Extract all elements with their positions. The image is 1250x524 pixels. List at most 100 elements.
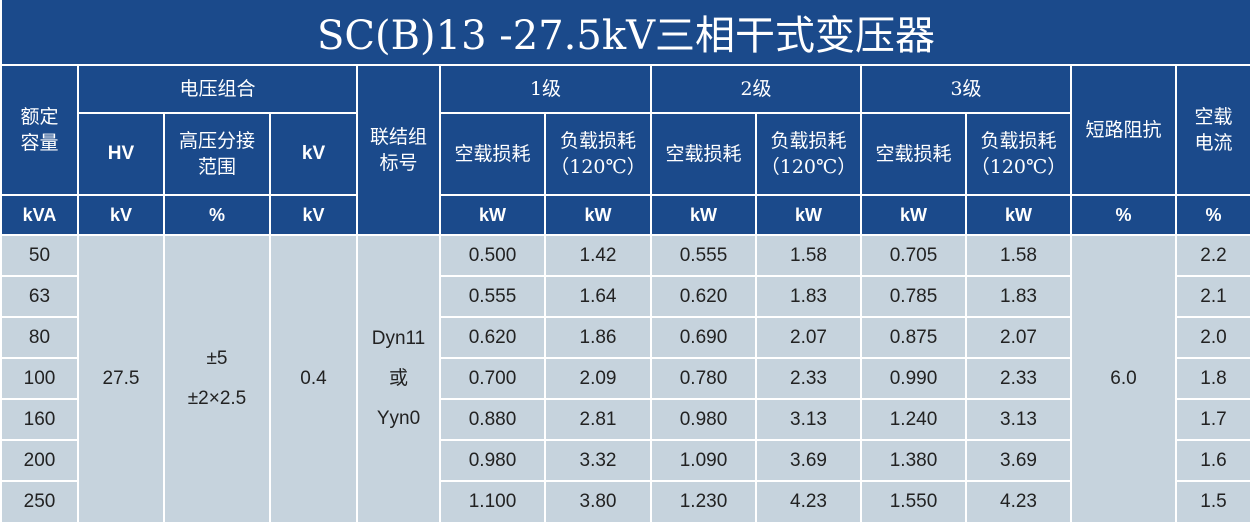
data-cell: 0.4: [269, 234, 358, 524]
data-cell: 0.500: [439, 234, 546, 277]
cell-text: 空载: [1194, 106, 1233, 128]
cell-text: 0.980: [679, 408, 728, 430]
cell-text: 3.69: [1000, 449, 1037, 471]
unit-cell: kW: [439, 194, 546, 236]
data-cell: 2.07: [755, 316, 862, 359]
data-cell: 50: [0, 234, 79, 277]
data-cell: 160: [0, 398, 79, 441]
data-cell: 2.81: [544, 398, 652, 441]
header-cell: 空载损耗: [860, 112, 967, 196]
header-cell: 2级: [650, 64, 862, 114]
data-cell: 0.980: [650, 398, 757, 441]
header-cell: 负载损耗 （120℃）: [965, 112, 1072, 196]
cell-text: （120℃）: [550, 156, 646, 178]
data-cell: 1.7: [1175, 398, 1250, 441]
data-cell: 3.13: [965, 398, 1072, 441]
data-cell: 1.86: [544, 316, 652, 359]
data-cell: 1.380: [860, 439, 967, 482]
unit-cell: kW: [860, 194, 967, 236]
unit-cell: kW: [965, 194, 1072, 236]
cell-text: kV: [301, 143, 326, 164]
table-title: SC(B)13 -27.5kV三相干式变压器: [0, 0, 1250, 66]
cell-text: 2.07: [1000, 326, 1037, 348]
data-cell: 2.0: [1175, 316, 1250, 359]
data-cell: 6.0: [1070, 234, 1177, 524]
cell-text: 电压组合: [179, 78, 256, 100]
header-cell: 空载 电流: [1175, 64, 1250, 196]
cell-text: kW: [584, 204, 612, 225]
data-cell: 3.69: [755, 439, 862, 482]
data-cell: 1.83: [755, 275, 862, 318]
unit-cell: kW: [755, 194, 862, 236]
cell-text: 0.990: [889, 367, 938, 389]
cell-text: kW: [479, 204, 506, 225]
cell-text: 空载损耗: [875, 143, 952, 165]
data-cell: ±5 ±2×2.5: [163, 234, 271, 524]
cell-text: 3.13: [1000, 408, 1037, 430]
cell-text: 负载损耗: [559, 130, 636, 152]
header-cell: HV: [77, 112, 165, 196]
cell-text: 2.0: [1200, 326, 1227, 348]
cell-text: 1.64: [579, 285, 617, 307]
data-cell: 100: [0, 357, 79, 400]
data-cell: 4.23: [755, 480, 862, 524]
data-cell: 3.69: [965, 439, 1072, 482]
cell-text: 1.8: [1200, 367, 1227, 389]
cell-text: kV: [109, 204, 133, 225]
cell-text: 2级: [740, 78, 772, 100]
data-cell: 2.1: [1175, 275, 1250, 318]
cell-text: 1.5: [1200, 491, 1227, 512]
cell-text: 4.23: [1000, 491, 1037, 512]
cell-text: 额定: [20, 106, 59, 128]
cell-text: 1.83: [1000, 285, 1037, 307]
data-cell: 1.42: [544, 234, 652, 277]
cell-text: 电流: [1194, 132, 1233, 154]
cell-text: 1.230: [679, 491, 728, 512]
cell-text: 标号: [379, 152, 418, 174]
cell-text: 1.100: [468, 491, 517, 512]
header-cell: 额定 容量: [0, 64, 79, 196]
unit-cell: %: [1070, 194, 1177, 236]
header-cell: 空载损耗: [650, 112, 757, 196]
data-cell: 0.875: [860, 316, 967, 359]
cell-text: 0.4: [300, 368, 327, 389]
unit-cell: kVA: [0, 194, 79, 236]
cell-text: 3.32: [579, 449, 617, 471]
table-row: 100 0.700 2.09 0.780 2.33 0.990 2.33 1.8: [0, 357, 1250, 400]
unit-cell: kV: [269, 194, 358, 236]
data-cell: 1.58: [755, 234, 862, 277]
data-cell: 1.100: [439, 480, 546, 524]
data-cell: 1.83: [965, 275, 1072, 318]
data-cell: 3.32: [544, 439, 652, 482]
cell-text: SC(B)13 -27.5kV三相干式变压器: [317, 13, 935, 59]
data-cell: 1.6: [1175, 439, 1250, 482]
header-cell: 电压组合: [77, 64, 358, 114]
cell-text: 1.58: [1000, 244, 1037, 266]
table-row: 50 27.5 ±5 ±2×2.5 0.4 Dyn11 或 Yyn0 0.500 1.42 0.55…: [0, 234, 1250, 524]
cell-text: 1.7: [1200, 408, 1227, 430]
data-cell: 2.2: [1175, 234, 1250, 277]
cell-text: kW: [1005, 204, 1032, 225]
data-cell: 0.690: [650, 316, 757, 359]
header-cell: 负载损耗 （120℃）: [544, 112, 652, 196]
cell-text: 容量: [20, 132, 59, 154]
cell-text: 2.09: [579, 367, 617, 389]
header-cell: 3级: [860, 64, 1072, 114]
data-cell: Dyn11 或 Yyn0: [356, 234, 441, 524]
cell-text: 空载损耗: [454, 143, 531, 165]
cell-text: 27.5: [102, 368, 140, 389]
cell-text: 250: [23, 491, 56, 512]
cell-text: 3.13: [790, 408, 827, 430]
cell-text: 2.2: [1200, 244, 1227, 266]
cell-text: Dyn11: [371, 328, 426, 349]
cell-text: 2.33: [1000, 367, 1037, 389]
cell-text: 负载损耗: [770, 130, 847, 152]
cell-text: 0.705: [889, 244, 938, 266]
cell-text: 3.80: [579, 491, 617, 512]
data-cell: 2.33: [965, 357, 1072, 400]
cell-text: 63: [28, 285, 51, 307]
cell-text: 3.69: [790, 449, 827, 471]
unit-cell: kV: [77, 194, 165, 236]
data-cell: 0.555: [439, 275, 546, 318]
